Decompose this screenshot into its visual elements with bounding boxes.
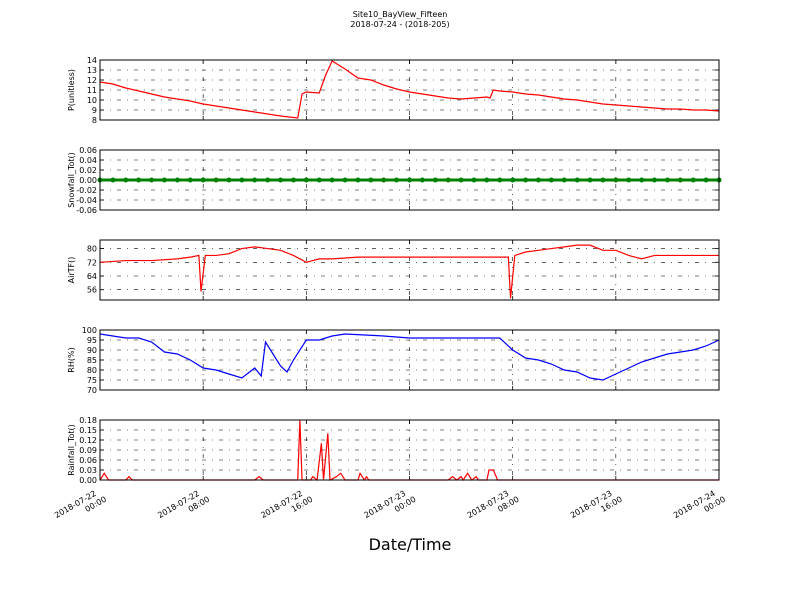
y-axis-label: RH(%)	[67, 347, 76, 372]
y-tick-label: 90	[87, 346, 97, 355]
data-point	[265, 177, 271, 183]
data-point	[574, 177, 580, 183]
y-tick-label: 9	[92, 106, 97, 115]
axes-frame	[99, 329, 720, 391]
data-point	[471, 177, 477, 183]
data-point	[290, 177, 296, 183]
data-point	[690, 177, 696, 183]
data-point	[445, 177, 451, 183]
data-line	[99, 60, 720, 119]
y-tick-label: 0.09	[79, 446, 97, 455]
data-point	[342, 177, 348, 183]
x-axis-label: Date/Time	[369, 535, 452, 554]
data-point	[613, 177, 619, 183]
y-tick-label: 8	[92, 116, 97, 125]
data-point	[407, 177, 412, 183]
y-tick-label: 0.00	[79, 176, 97, 185]
chart-subtitle: 2018-07-24 - (2018-205)	[350, 20, 449, 29]
data-point	[329, 177, 335, 183]
y-tick-label: -0.02	[76, 186, 97, 195]
data-point	[458, 177, 464, 183]
axes-frame	[99, 149, 720, 211]
data-line	[99, 419, 719, 482]
data-point	[187, 177, 193, 183]
data-point	[161, 177, 167, 183]
chart-title: Site10_BayView_Fifteen	[353, 10, 448, 19]
y-tick-label: 0.03	[79, 466, 97, 475]
y-tick-label: 80	[87, 245, 97, 254]
y-axis-label: Snowfall_Tot()	[67, 152, 76, 208]
data-point	[664, 177, 670, 183]
data-point	[639, 177, 645, 183]
data-point	[510, 177, 516, 183]
y-axis-label: AirTF()	[67, 257, 76, 284]
data-point	[561, 177, 567, 183]
data-point	[703, 177, 709, 183]
y-tick-label: 0.04	[79, 156, 97, 165]
y-tick-label: -0.04	[76, 196, 97, 205]
data-point	[626, 177, 632, 183]
data-line	[99, 333, 720, 381]
y-tick-label: 72	[87, 258, 97, 267]
y-tick-label: 12	[87, 76, 97, 85]
y-tick-label: 13	[87, 66, 97, 75]
y-tick-label: 100	[82, 326, 97, 335]
data-point	[381, 177, 387, 183]
data-point	[497, 177, 503, 183]
y-tick-label: -0.06	[76, 206, 97, 215]
y-tick-label: 64	[87, 272, 97, 281]
y-tick-label: 0.06	[79, 146, 97, 155]
y-tick-label: 11	[87, 86, 97, 95]
y-tick-label: 80	[87, 366, 97, 375]
data-point	[432, 177, 438, 183]
data-point	[523, 177, 529, 183]
data-point	[316, 177, 322, 183]
data-point	[213, 177, 219, 183]
data-point	[226, 177, 232, 183]
data-point	[278, 177, 284, 183]
data-point	[600, 177, 606, 183]
axes-frame	[99, 419, 720, 481]
data-point	[548, 177, 554, 183]
data-point	[136, 177, 142, 183]
data-point	[239, 177, 245, 183]
data-point	[587, 177, 593, 183]
data-point	[677, 177, 683, 183]
y-tick-label: 10	[87, 96, 97, 105]
y-tick-label: 0.18	[79, 416, 97, 425]
axes-frame	[99, 59, 720, 121]
data-point	[535, 177, 541, 183]
y-tick-label: 75	[87, 376, 97, 385]
data-point	[110, 177, 116, 183]
data-point	[174, 177, 180, 183]
data-point	[652, 177, 658, 183]
y-tick-label: 95	[87, 336, 97, 345]
y-tick-label: 0.15	[79, 426, 97, 435]
data-line	[99, 244, 719, 299]
y-tick-label: 14	[87, 56, 97, 65]
y-axis-label: Rainfall_Tot()	[67, 424, 76, 476]
data-point	[368, 177, 374, 183]
axes-frame	[99, 239, 720, 301]
data-point	[252, 177, 258, 183]
data-point	[355, 177, 361, 183]
y-tick-label: 0.12	[79, 436, 97, 445]
y-tick-label: 0.06	[79, 456, 97, 465]
data-point	[303, 177, 309, 183]
y-tick-label: 85	[87, 356, 97, 365]
y-tick-label: 0.02	[79, 166, 97, 175]
y-tick-label: 0.00	[79, 476, 97, 485]
data-point	[419, 177, 425, 183]
data-point	[484, 177, 490, 183]
data-point	[149, 177, 155, 183]
data-point	[200, 177, 206, 183]
data-point	[123, 177, 129, 183]
y-tick-label: 56	[87, 286, 97, 295]
y-tick-label: 70	[87, 386, 97, 395]
y-axis-label: P(unitless)	[67, 69, 76, 111]
data-point	[394, 177, 400, 183]
